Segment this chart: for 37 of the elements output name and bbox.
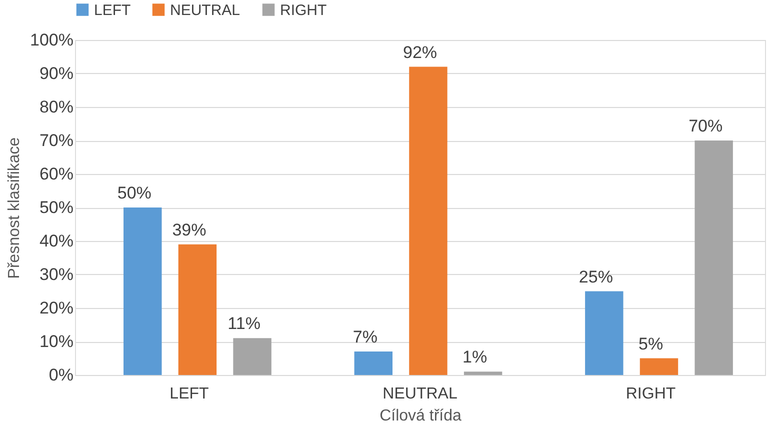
data-label: 5%	[638, 334, 664, 354]
data-label: 92%	[402, 42, 438, 62]
data-label: 50%	[117, 184, 152, 202]
bar	[178, 244, 217, 375]
y-tick-label: 90%	[39, 64, 74, 83]
y-tick-label: 100%	[30, 30, 74, 50]
y-tick-label: 50%	[39, 198, 74, 217]
y-tick-label: 10%	[39, 332, 74, 351]
data-label: 39%	[172, 220, 206, 240]
data-label: 7%	[352, 328, 378, 347]
legend-label: RIGHT	[280, 2, 327, 19]
x-tick-label: LEFT	[170, 386, 210, 402]
bar	[640, 358, 678, 375]
y-tick-label: 40%	[39, 232, 74, 250]
bar	[464, 372, 502, 375]
bar	[354, 352, 393, 375]
bar	[233, 338, 272, 375]
y-tick-label: 0%	[48, 366, 74, 384]
legend-label: NEUTRAL	[170, 2, 240, 19]
y-tick-label: 60%	[39, 164, 74, 184]
y-tick-label: 20%	[39, 298, 74, 318]
bar	[694, 140, 733, 375]
data-label: 1%	[462, 348, 488, 367]
x-axis-title: Cílová třída	[380, 408, 462, 424]
data-label: 70%	[688, 116, 723, 136]
y-tick-label: 70%	[39, 131, 74, 150]
y-tick-label: 30%	[39, 265, 74, 284]
bar	[124, 208, 162, 375]
y-tick-label: 80%	[39, 98, 74, 116]
bar	[585, 291, 624, 375]
x-tick-label: RIGHT	[626, 386, 676, 402]
data-label: 11%	[228, 314, 260, 334]
x-tick-label: NEUTRAL	[382, 386, 458, 402]
legend-label: LEFT	[94, 2, 131, 19]
data-label: 25%	[578, 267, 613, 286]
bar	[409, 66, 448, 375]
y-axis-title: Přesnost klasifikace	[6, 137, 24, 279]
